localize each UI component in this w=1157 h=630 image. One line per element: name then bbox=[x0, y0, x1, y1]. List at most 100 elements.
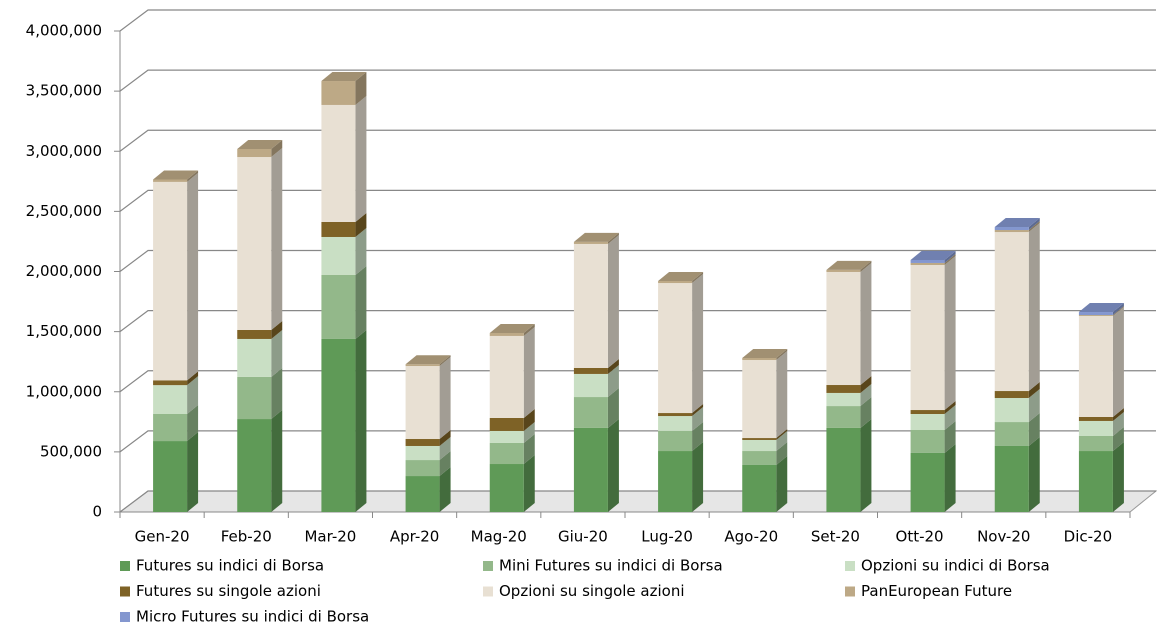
bar bbox=[742, 451, 777, 465]
y-tick-label: 3,000,000 bbox=[26, 142, 102, 160]
bar-top bbox=[826, 260, 872, 270]
legend-label: Futures su indici di Borsa bbox=[136, 557, 324, 575]
bar bbox=[489, 335, 524, 418]
bar-top bbox=[153, 170, 199, 180]
bar-side bbox=[1028, 382, 1040, 399]
bar-side bbox=[944, 256, 956, 411]
bar-side bbox=[944, 250, 956, 263]
bar-side bbox=[607, 388, 619, 428]
grid-line bbox=[119, 129, 1156, 152]
legend-swatch bbox=[845, 561, 855, 571]
bar bbox=[826, 427, 861, 512]
bar bbox=[994, 398, 1029, 423]
bar bbox=[658, 416, 693, 431]
bar bbox=[237, 376, 272, 420]
bar-side bbox=[860, 383, 872, 407]
x-tick-label: Lug-20 bbox=[641, 528, 693, 546]
bar bbox=[1078, 315, 1113, 418]
bar-side bbox=[187, 172, 199, 381]
bar bbox=[153, 181, 188, 381]
bar bbox=[826, 271, 861, 386]
bar-side bbox=[692, 421, 704, 452]
bar-side bbox=[860, 397, 872, 428]
y-tick-label: 1,000,000 bbox=[26, 382, 102, 400]
bar bbox=[405, 366, 440, 440]
bar bbox=[237, 157, 272, 330]
bar bbox=[994, 445, 1029, 512]
x-tick-label: Feb-20 bbox=[221, 528, 272, 546]
bar-side bbox=[439, 430, 451, 446]
bar bbox=[742, 360, 777, 439]
bar-side bbox=[1112, 306, 1124, 316]
bar-side bbox=[776, 430, 788, 452]
bar-side bbox=[187, 376, 199, 414]
bar-side bbox=[1028, 221, 1040, 233]
bar-side bbox=[271, 329, 283, 377]
bar-side bbox=[187, 432, 199, 512]
legend-swatch bbox=[120, 612, 130, 622]
x-tick-label: Giu-20 bbox=[558, 528, 608, 546]
bar-side bbox=[944, 253, 956, 266]
bar-side bbox=[439, 451, 451, 477]
bar bbox=[658, 283, 693, 414]
bar bbox=[994, 422, 1029, 446]
bar bbox=[658, 430, 693, 452]
bar-top bbox=[573, 232, 619, 242]
bar-side bbox=[1028, 218, 1040, 231]
bar bbox=[994, 230, 1029, 233]
bar-side bbox=[776, 429, 788, 440]
bar bbox=[742, 438, 777, 440]
bar-side bbox=[1112, 442, 1124, 512]
bar bbox=[910, 410, 945, 414]
bar-side bbox=[1112, 411, 1124, 437]
bar bbox=[405, 460, 440, 477]
bar bbox=[321, 274, 356, 339]
bar-side bbox=[944, 404, 956, 430]
bar-side bbox=[944, 420, 956, 453]
bar bbox=[237, 338, 272, 377]
bar bbox=[658, 413, 693, 417]
bar-side bbox=[776, 351, 788, 439]
bar-side bbox=[355, 72, 367, 105]
x-tick-label: Apr-20 bbox=[390, 528, 440, 546]
bar-side bbox=[1112, 303, 1124, 316]
bar-side bbox=[271, 367, 283, 420]
bar-side bbox=[944, 443, 956, 512]
bar bbox=[489, 442, 524, 465]
x-tick-label: Ott-20 bbox=[896, 528, 944, 546]
y-tick-label: 3,500,000 bbox=[26, 82, 102, 100]
bar bbox=[573, 241, 608, 244]
x-tick-label: Dic-20 bbox=[1064, 528, 1112, 546]
legend-label: Micro Futures su indici di Borsa bbox=[136, 608, 369, 626]
bar-side bbox=[607, 232, 619, 244]
x-tick-label: Ago-20 bbox=[724, 528, 778, 546]
y-tick-label: 500,000 bbox=[40, 442, 102, 460]
bar-side bbox=[523, 326, 535, 418]
bar-side bbox=[692, 274, 704, 414]
bar-top bbox=[489, 323, 535, 333]
bar-side bbox=[187, 170, 199, 182]
bar bbox=[153, 179, 188, 182]
bar bbox=[742, 464, 777, 512]
x-tick-label: Gen-20 bbox=[135, 528, 190, 546]
bar-side bbox=[439, 355, 451, 367]
grid-line bbox=[119, 370, 1156, 393]
bar-side bbox=[607, 234, 619, 368]
bar-top bbox=[658, 271, 704, 281]
bar bbox=[405, 445, 440, 461]
bar-top bbox=[1078, 303, 1124, 313]
bar-side bbox=[607, 358, 619, 374]
bar-top bbox=[405, 355, 451, 365]
bar bbox=[321, 338, 356, 512]
bar bbox=[237, 148, 272, 158]
bar-top bbox=[321, 72, 367, 82]
bar-side bbox=[860, 418, 872, 512]
legend-label: Mini Futures su indici di Borsa bbox=[499, 557, 723, 575]
bar-side bbox=[776, 348, 788, 361]
bar bbox=[1078, 420, 1113, 437]
grid-line bbox=[119, 249, 1156, 272]
bar-side bbox=[355, 95, 367, 222]
bar bbox=[489, 464, 524, 512]
bar-side bbox=[1028, 436, 1040, 512]
bar-side bbox=[1112, 427, 1124, 452]
